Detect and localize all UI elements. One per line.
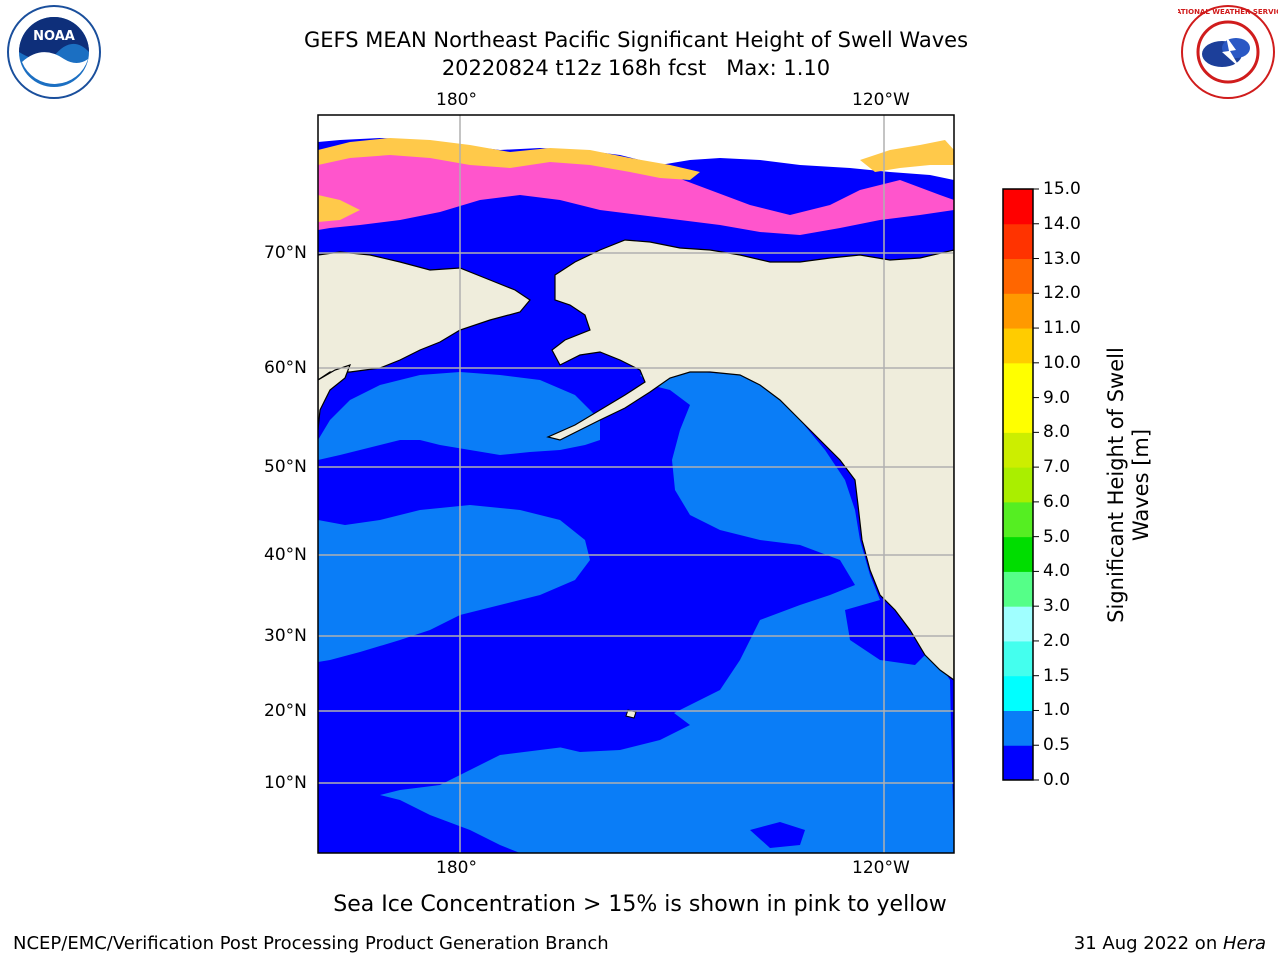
colorbar-tick-label: 5.0 <box>1043 526 1071 547</box>
lat-label: 40°N <box>264 545 307 565</box>
colorbar <box>1002 188 1039 781</box>
lon-label-bottom: 120°W <box>852 858 910 878</box>
colorbar-segment <box>1003 710 1033 746</box>
sea-ice <box>318 195 360 222</box>
noaa-logo: NOAA <box>2 4 102 100</box>
chart-subtitle: 20220824 t12z 168h fcst Max: 1.10 <box>441 56 831 80</box>
sea-ice <box>318 138 700 180</box>
date-stamp: 31 Aug 2022 on Hera <box>1074 933 1266 955</box>
colorbar-segment <box>1003 328 1033 364</box>
land-north-america <box>546 239 954 681</box>
date-prefix: 31 Aug 2022 on <box>1073 933 1223 954</box>
nws-logo: NATIONAL WEATHER SERVICE <box>1170 4 1280 100</box>
colorbar-tick-label: 7.0 <box>1043 457 1071 478</box>
swell-region-low <box>540 700 690 752</box>
colorbar-tick-label: 2.0 <box>1043 630 1071 651</box>
colorbar-tick-label: 14.0 <box>1043 213 1081 234</box>
colorbar-tick-label: 1.5 <box>1043 665 1071 686</box>
swell-region-low <box>845 600 930 665</box>
colorbar-segment <box>1003 397 1033 433</box>
colorbar-segment <box>1003 467 1033 503</box>
arctic-white <box>318 115 954 180</box>
chart-title: GEFS MEAN Northeast Pacific Significant … <box>303 28 969 52</box>
colorbar-segment <box>1003 223 1033 260</box>
noaa-logo-text: NOAA <box>33 29 75 44</box>
colorbar-title-line2: Waves [m] <box>1129 428 1153 542</box>
colorbar-segment <box>1003 571 1033 607</box>
lon-label-top: 120°W <box>852 90 910 110</box>
colorbar-title-line1: Significant Height of Swell <box>1104 347 1128 623</box>
land-siberia <box>318 251 531 381</box>
nws-logo-text: NATIONAL WEATHER SERVICE <box>1178 8 1278 16</box>
colorbar-tick-label: 9.0 <box>1043 387 1071 408</box>
colorbar-tick-label: 13.0 <box>1043 248 1081 269</box>
colorbar-segment <box>1003 258 1033 294</box>
colorbar-segment <box>1003 675 1033 711</box>
lat-label: 10°N <box>264 773 307 793</box>
colorbar-segment <box>1003 432 1033 468</box>
colorbar-tick-label: 6.0 <box>1043 491 1071 512</box>
colorbar-tick-label: 0.5 <box>1043 735 1071 756</box>
lat-label: 70°N <box>264 243 307 263</box>
sea-ice-note: Sea Ice Concentration > 15% is shown in … <box>333 892 947 917</box>
lat-label: 30°N <box>264 626 307 646</box>
colorbar-segment <box>1003 606 1033 642</box>
lat-label: 50°N <box>264 457 307 477</box>
colorbar-frame <box>1002 188 1034 781</box>
colorbar-tick-label: 11.0 <box>1043 318 1081 339</box>
map-gridlines <box>318 115 954 853</box>
colorbar-segment <box>1003 501 1033 538</box>
swell-region-low <box>750 822 805 848</box>
lon-label-top: 180° <box>436 90 477 110</box>
colorbar-segment <box>1003 189 1033 225</box>
credit-text: NCEP/EMC/Verification Post Processing Pr… <box>13 933 609 954</box>
sea-ice <box>318 148 954 235</box>
lat-label: 60°N <box>264 358 307 378</box>
swell-region-mid <box>318 372 954 853</box>
date-host: Hera <box>1222 933 1266 954</box>
colorbar-tick-label: 1.0 <box>1043 700 1071 721</box>
colorbar-segment <box>1003 745 1033 781</box>
lat-label: 20°N <box>264 701 307 721</box>
colorbar-tick-label: 8.0 <box>1043 422 1071 443</box>
colorbar-tick-label: 3.0 <box>1043 596 1071 617</box>
swell-region-mid <box>318 505 590 662</box>
colorbar-segment <box>1003 536 1033 572</box>
colorbar-segment <box>1003 362 1033 399</box>
map-frame <box>317 114 955 854</box>
colorbar-tick-label: 4.0 <box>1043 561 1071 582</box>
colorbar-segment <box>1003 293 1033 329</box>
swell-region-mid <box>318 372 600 460</box>
lon-label-bottom: 180° <box>436 858 477 878</box>
swell-region-low <box>318 790 520 853</box>
colorbar-tick-label: 15.0 <box>1043 179 1081 199</box>
colorbar-tick-label: 12.0 <box>1043 283 1081 304</box>
colorbar-tick-label: 10.0 <box>1043 352 1081 373</box>
colorbar-tick-label: 0.0 <box>1043 770 1071 790</box>
colorbar-segment <box>1003 640 1033 677</box>
